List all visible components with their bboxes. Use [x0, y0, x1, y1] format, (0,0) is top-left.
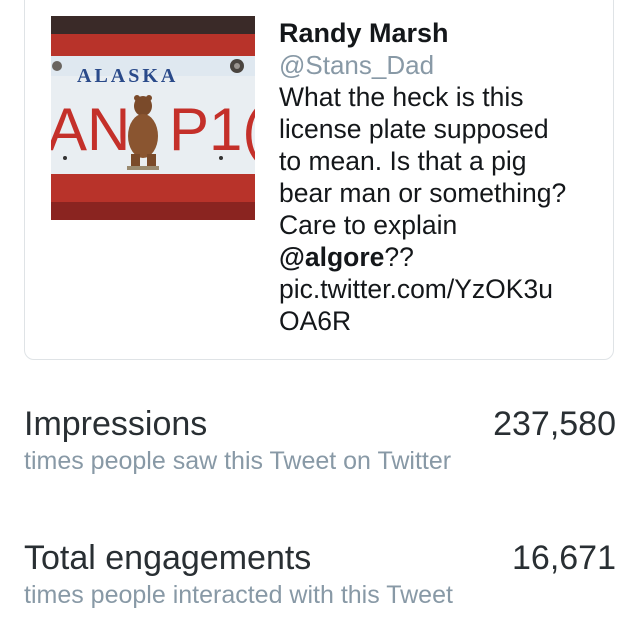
- mention-link[interactable]: @algore: [279, 242, 385, 272]
- plate-chars-left: AN: [51, 96, 130, 163]
- impressions-metric: Impressions 237,580 times people saw thi…: [24, 404, 616, 478]
- tweet-body: Randy Marsh @Stans_Dad What the heck is …: [279, 17, 609, 337]
- engagements-metric: Total engagements 16,671 times people in…: [24, 538, 616, 612]
- tweet-text-line: license plate supposed: [279, 114, 549, 144]
- author-name[interactable]: Randy Marsh: [279, 18, 449, 48]
- tweet-text-line: What the heck is this: [279, 82, 524, 112]
- impressions-row: Impressions 237,580: [24, 404, 616, 444]
- tweet-text-line: Care to explain: [279, 210, 458, 240]
- impressions-label: Impressions: [24, 405, 208, 443]
- tweet-mention-line: @algore??: [279, 241, 609, 273]
- plate-state-text: ALASKA: [77, 65, 178, 87]
- engagements-row: Total engagements 16,671: [24, 538, 616, 578]
- impressions-description: times people saw this Tweet on Twitter: [24, 447, 452, 475]
- plate-chars-right: P1(: [169, 96, 255, 163]
- engagements-description: times people interacted with this Tweet: [24, 581, 453, 609]
- impressions-value: 237,580: [493, 405, 616, 443]
- tweet-photo-link[interactable]: pic.twitter.com/YzOK3u: [279, 274, 553, 304]
- license-plate-image: ALASKA AN P1(: [51, 16, 255, 220]
- tweet-text-line: bear man or something?: [279, 178, 567, 208]
- tweet-text: What the heck is this license plate supp…: [279, 81, 609, 337]
- engagements-label: Total engagements: [24, 539, 312, 577]
- bear-icon: [127, 95, 159, 170]
- author-handle[interactable]: @Stans_Dad: [279, 50, 435, 80]
- tweet-card[interactable]: ALASKA AN P1(: [24, 0, 614, 360]
- mention-suffix: ??: [384, 242, 414, 272]
- tweet-text-line: to mean. Is that a pig: [279, 146, 527, 176]
- engagements-value: 16,671: [512, 539, 616, 577]
- tweet-photo-link-continued[interactable]: OA6R: [279, 306, 352, 336]
- tweet-media-photo[interactable]: ALASKA AN P1(: [51, 16, 255, 220]
